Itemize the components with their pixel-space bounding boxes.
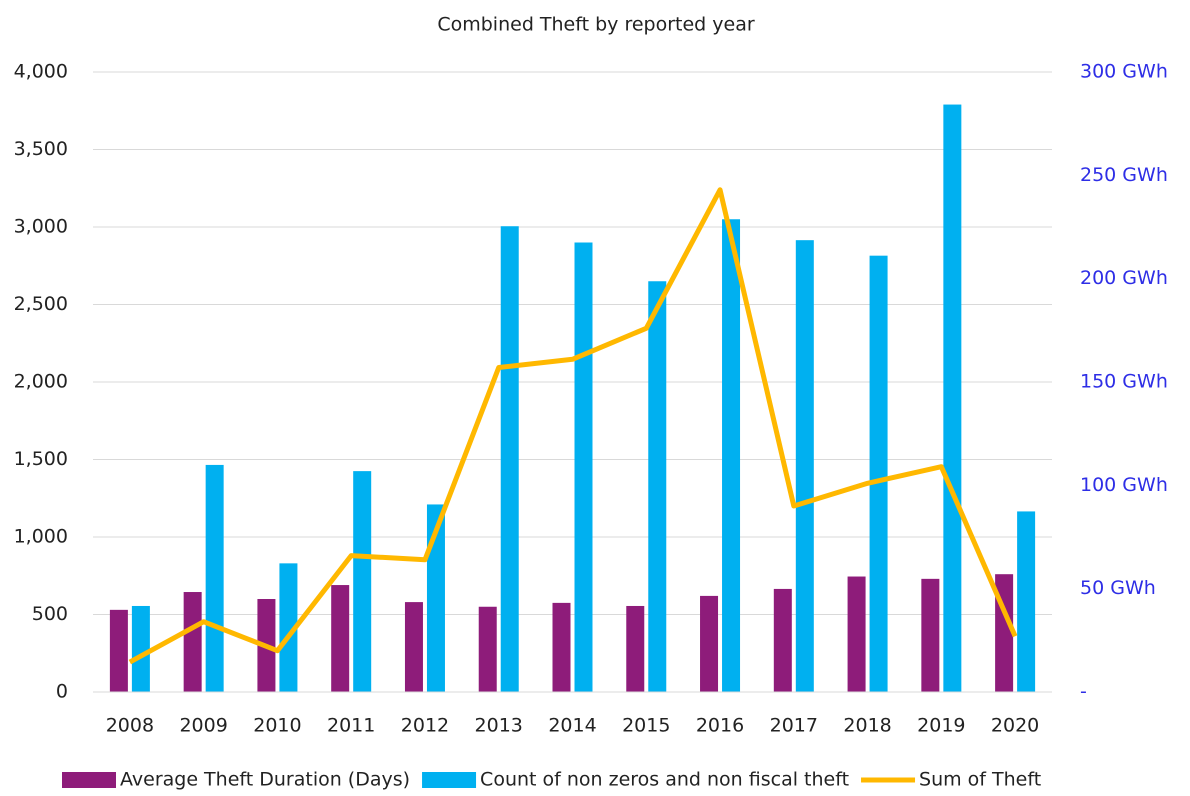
- x-tick-label: 2019: [917, 715, 965, 737]
- legend-swatch: [422, 772, 477, 788]
- x-tick-label: 2008: [106, 715, 154, 737]
- y-tick-label: 1,000: [14, 526, 68, 548]
- bar: [500, 226, 519, 692]
- y2-tick-label: 100 GWh: [1080, 474, 1168, 496]
- y2-tick-label: 250 GWh: [1080, 164, 1168, 186]
- bar: [847, 576, 866, 692]
- x-tick-label: 2015: [622, 715, 670, 737]
- bar: [700, 595, 719, 692]
- x-tick-label: 2010: [253, 715, 301, 737]
- y-tick-label: 4,000: [14, 61, 68, 83]
- x-tick-label: 2016: [696, 715, 744, 737]
- y2-tick-label: 150 GWh: [1080, 371, 1168, 393]
- y2-tick-label: -: [1080, 681, 1087, 703]
- x-tick-label: 2009: [179, 715, 227, 737]
- legend-label: Average Theft Duration (Days): [120, 769, 410, 791]
- y2-tick-label: 300 GWh: [1080, 61, 1168, 83]
- bar: [795, 240, 814, 693]
- legend-swatch: [62, 772, 116, 788]
- y2-tick-label: 50 GWh: [1080, 577, 1156, 599]
- legend-label: Sum of Theft: [919, 769, 1041, 791]
- bar: [404, 602, 423, 692]
- legend-label: Count of non zeros and non fiscal theft: [480, 769, 849, 791]
- y-tick-label: 2,500: [14, 293, 68, 315]
- y-tick-label: 0: [56, 681, 68, 703]
- x-tick-label: 2014: [548, 715, 596, 737]
- bar: [183, 592, 202, 692]
- chart-title: Combined Theft by reported year: [437, 14, 754, 36]
- bar: [574, 242, 593, 692]
- x-tick-label: 2013: [475, 715, 523, 737]
- bar: [205, 464, 224, 692]
- bar: [921, 578, 940, 692]
- line-series: [128, 187, 1018, 665]
- bar: [722, 219, 741, 692]
- bar: [648, 281, 667, 692]
- x-tick-label: 2017: [770, 715, 818, 737]
- x-tick-label: 2020: [991, 715, 1039, 737]
- bar: [279, 563, 298, 692]
- bar: [943, 104, 962, 693]
- y-tick-label: 2,000: [14, 371, 68, 393]
- y-tick-label: 3,000: [14, 216, 68, 238]
- x-tick-label: 2011: [327, 715, 375, 737]
- y-tick-label: 3,500: [14, 138, 68, 160]
- bar: [478, 606, 497, 692]
- bar: [773, 588, 792, 692]
- bar: [131, 605, 150, 692]
- bar: [626, 605, 645, 692]
- x-tick-label: 2018: [843, 715, 891, 737]
- bar: [869, 255, 888, 693]
- x-tick-label: 2012: [401, 715, 449, 737]
- y-tick-label: 500: [32, 603, 68, 625]
- bar: [353, 471, 372, 692]
- bar: [552, 602, 571, 692]
- y2-tick-label: 200 GWh: [1080, 267, 1168, 289]
- y-tick-label: 1,500: [14, 448, 68, 470]
- bar: [1017, 511, 1036, 692]
- bar: [426, 504, 445, 692]
- bar: [331, 585, 350, 692]
- bar: [109, 609, 128, 692]
